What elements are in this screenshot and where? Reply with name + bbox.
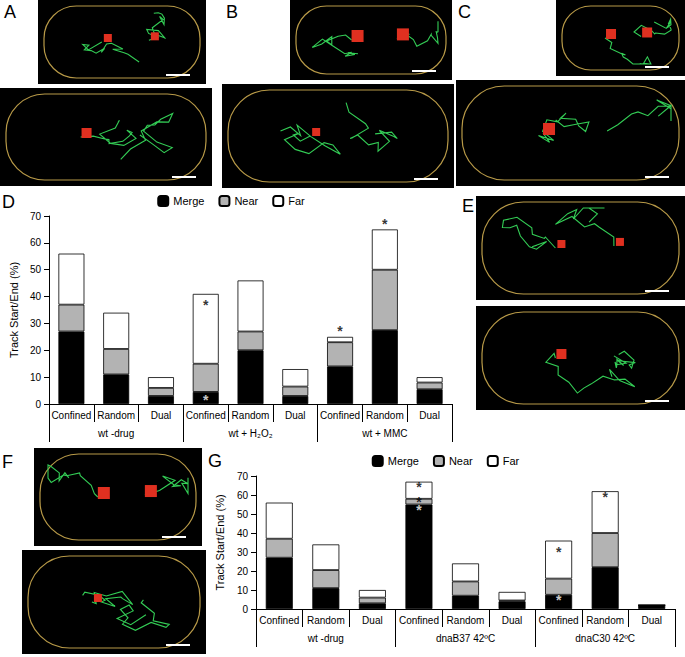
svg-text:Dual: Dual (641, 615, 662, 626)
svg-text:Track Start/End (%): Track Start/End (%) (8, 262, 20, 358)
svg-text:Confined: Confined (51, 410, 91, 421)
svg-text:Random: Random (586, 615, 624, 626)
svg-text:Confined: Confined (320, 410, 360, 421)
html-text:B: B (226, 2, 238, 22)
svg-text:Far: Far (503, 455, 520, 467)
svg-text:0: 0 (35, 399, 41, 410)
svg-text:40: 40 (237, 528, 249, 539)
svg-text:*: * (416, 502, 422, 518)
svg-text:Merge: Merge (388, 455, 419, 467)
svg-text:Confined: Confined (539, 615, 579, 626)
svg-text:*: * (203, 392, 209, 408)
svg-text:*: * (382, 216, 388, 232)
html-text:G: G (208, 451, 222, 471)
svg-text:Confined: Confined (399, 615, 439, 626)
svg-text:wt + MMC: wt + MMC (361, 428, 407, 439)
svg-text:dnaB37 42ºC: dnaB37 42ºC (436, 633, 495, 644)
svg-text:dnaC30 42ºC: dnaC30 42ºC (575, 633, 635, 644)
svg-text:Merge: Merge (173, 195, 204, 207)
svg-text:Near: Near (234, 195, 258, 207)
svg-text:Dual: Dual (285, 410, 306, 421)
svg-text:30: 30 (237, 547, 249, 558)
svg-text:*: * (556, 592, 562, 608)
svg-text:Random: Random (366, 410, 404, 421)
html-text:D: D (2, 192, 15, 212)
svg-text:Confined: Confined (259, 615, 299, 626)
svg-text:Dual: Dual (419, 410, 440, 421)
svg-text:wt -drug: wt -drug (97, 428, 134, 439)
svg-text:wt + H₂O₂: wt + H₂O₂ (227, 428, 272, 439)
svg-text:*: * (602, 489, 608, 505)
svg-text:0: 0 (242, 604, 248, 615)
svg-text:70: 70 (30, 211, 42, 222)
svg-text:Near: Near (449, 455, 473, 467)
svg-text:wt -drug: wt -drug (307, 633, 344, 644)
svg-text:Confined: Confined (186, 410, 226, 421)
svg-text:30: 30 (30, 318, 42, 329)
svg-text:Far: Far (288, 195, 305, 207)
svg-text:60: 60 (30, 237, 42, 248)
svg-text:*: * (337, 323, 343, 339)
html-text:E: E (462, 196, 474, 216)
html-text:C: C (458, 2, 471, 22)
svg-text:Random: Random (447, 615, 485, 626)
svg-text:Random: Random (307, 615, 345, 626)
svg-text:20: 20 (30, 345, 42, 356)
svg-text:Random: Random (97, 410, 135, 421)
svg-text:20: 20 (237, 566, 249, 577)
svg-text:Dual: Dual (151, 410, 172, 421)
svg-text:Dual: Dual (362, 615, 383, 626)
html-text:A: A (4, 2, 16, 22)
svg-text:70: 70 (237, 471, 249, 482)
svg-text:50: 50 (30, 264, 42, 275)
html-text:F: F (2, 452, 13, 472)
svg-text:Random: Random (232, 410, 270, 421)
svg-text:10: 10 (237, 585, 249, 596)
svg-text:60: 60 (237, 490, 249, 501)
svg-text:*: * (556, 544, 562, 560)
svg-text:Dual: Dual (502, 615, 523, 626)
svg-text:*: * (203, 297, 209, 313)
svg-text:40: 40 (30, 291, 42, 302)
svg-text:10: 10 (30, 372, 42, 383)
svg-text:50: 50 (237, 509, 249, 520)
svg-text:Track Start/End (%): Track Start/End (%) (214, 494, 226, 590)
